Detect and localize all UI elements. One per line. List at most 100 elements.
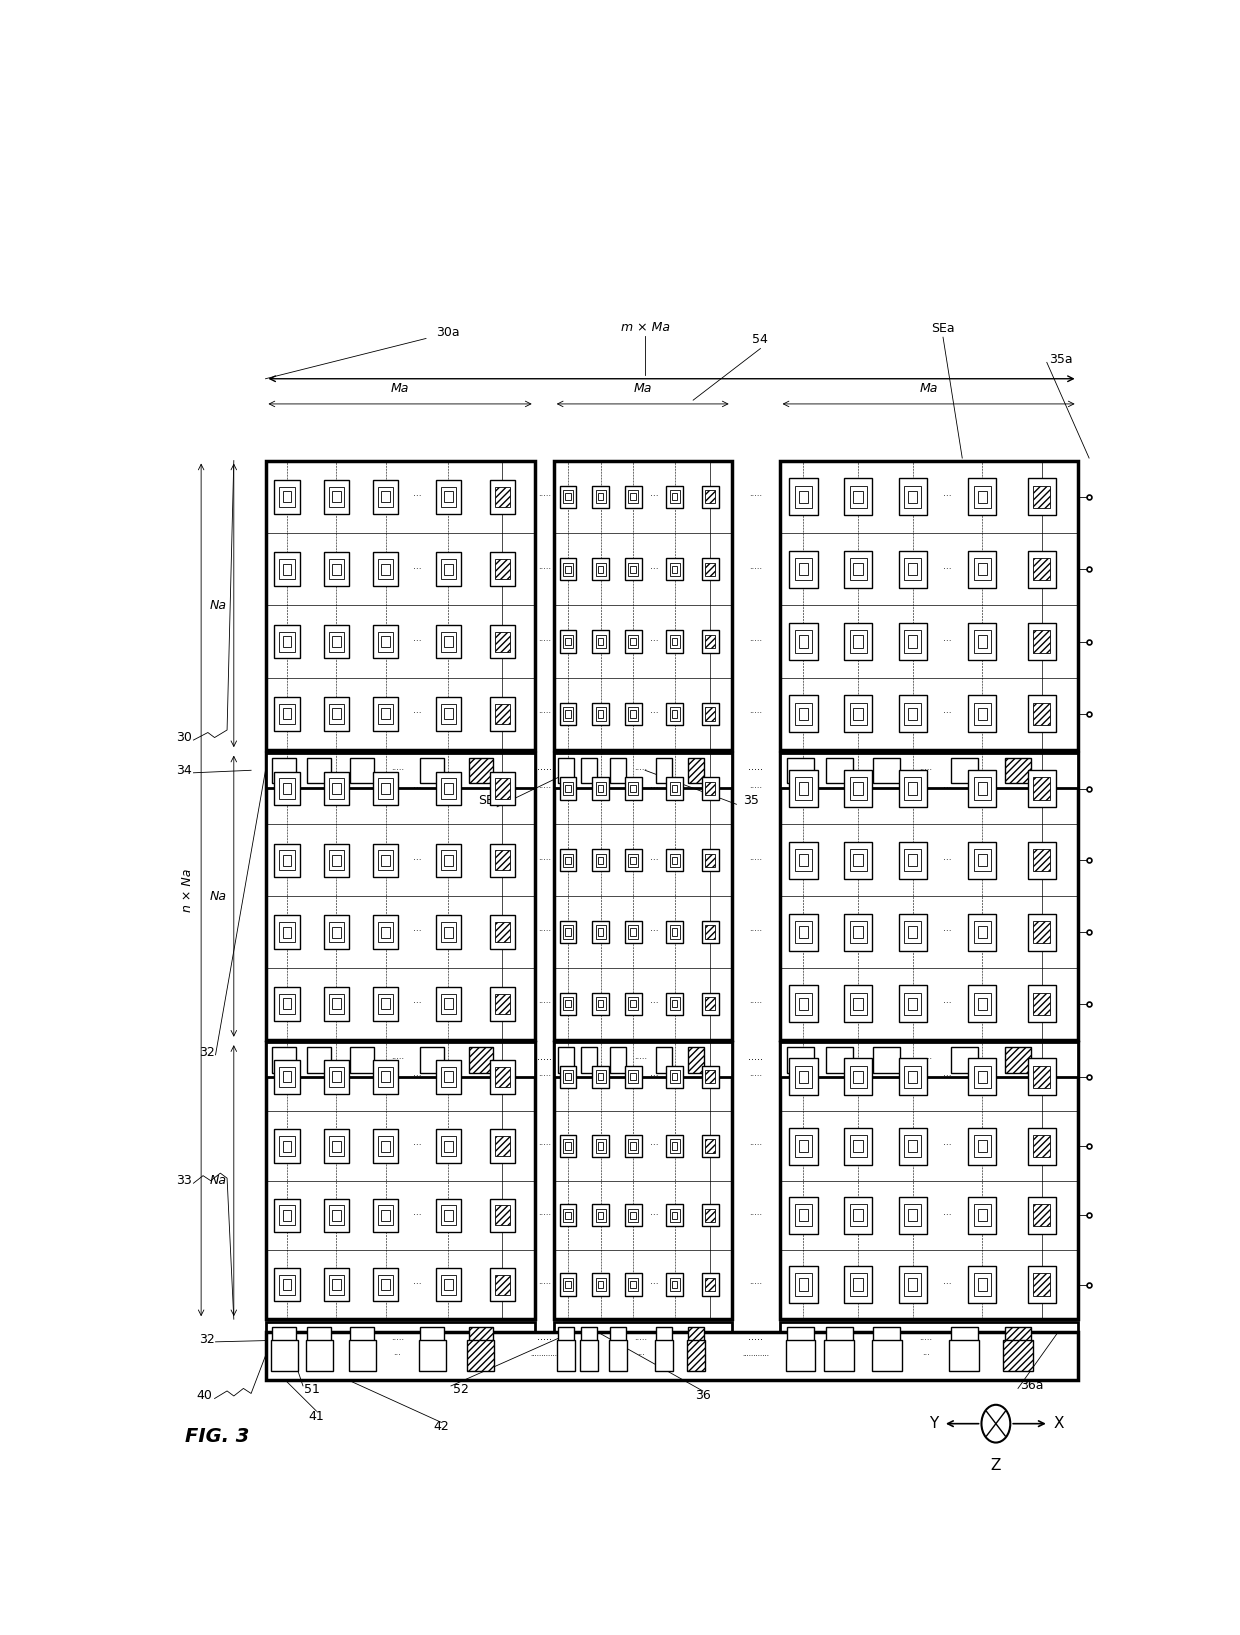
Bar [441, 778, 456, 798]
Bar [672, 566, 677, 572]
Bar [283, 490, 291, 502]
Bar [559, 849, 577, 871]
Bar [593, 849, 609, 871]
Text: 32: 32 [198, 1333, 215, 1346]
Bar [799, 490, 808, 504]
Bar [279, 631, 295, 652]
Bar [630, 1143, 636, 1149]
Bar [950, 1341, 980, 1372]
Text: ·····: ····· [538, 710, 551, 718]
Bar [559, 1135, 577, 1158]
Bar [283, 564, 291, 574]
Bar [559, 631, 577, 652]
Bar [780, 752, 1078, 788]
Bar [490, 1267, 515, 1301]
Text: 52: 52 [453, 1383, 469, 1396]
Bar [795, 703, 812, 724]
Bar [687, 1341, 704, 1372]
Bar [790, 986, 817, 1022]
Bar [441, 1205, 456, 1225]
Text: ·····: ····· [748, 1055, 763, 1064]
Bar [467, 1341, 495, 1372]
Bar [625, 778, 641, 800]
Bar [826, 1328, 853, 1354]
Bar [595, 997, 605, 1010]
Bar [490, 1059, 515, 1094]
Bar [629, 925, 639, 938]
Text: ···: ··· [650, 855, 658, 865]
Bar [554, 1041, 732, 1077]
Bar [350, 1328, 374, 1354]
Bar [904, 849, 921, 871]
Bar [1028, 1265, 1056, 1303]
Bar [629, 782, 639, 795]
Bar [444, 927, 453, 937]
Bar [563, 708, 573, 721]
Text: ·····: ····· [391, 1336, 404, 1346]
Bar [554, 461, 732, 750]
Bar [629, 1208, 639, 1221]
Bar [968, 623, 997, 661]
Bar [629, 1279, 639, 1292]
Bar [670, 997, 680, 1010]
Text: ·····: ····· [749, 1212, 763, 1220]
Bar [706, 1208, 715, 1221]
Bar [629, 708, 639, 721]
Bar [672, 857, 677, 863]
Bar [973, 703, 991, 724]
Bar [973, 558, 991, 580]
Bar [968, 914, 997, 950]
Text: ·····: ····· [538, 1212, 551, 1220]
Bar [563, 997, 573, 1010]
Bar [977, 490, 987, 504]
Text: ·····: ····· [749, 710, 763, 718]
Bar [1028, 1197, 1056, 1234]
Bar [977, 1071, 987, 1082]
Bar [273, 1328, 296, 1354]
Bar [274, 625, 300, 659]
Bar [1004, 1046, 1032, 1073]
Bar [1004, 1328, 1032, 1354]
Bar [844, 1265, 872, 1303]
Bar [629, 853, 639, 867]
Bar [656, 757, 672, 783]
Bar [826, 1046, 853, 1073]
Bar [598, 1073, 604, 1081]
Bar [373, 916, 398, 948]
Bar [977, 708, 987, 719]
Text: ···: ··· [944, 1073, 952, 1081]
Bar [279, 1136, 295, 1156]
Bar [373, 697, 398, 731]
Bar [558, 1046, 574, 1073]
Bar [554, 1041, 732, 1319]
Bar [977, 997, 987, 1010]
Bar [490, 697, 515, 731]
Bar [899, 1058, 926, 1095]
Bar [598, 785, 604, 793]
Bar [904, 703, 921, 724]
Bar [279, 994, 295, 1014]
Bar [565, 1143, 570, 1149]
Bar [382, 999, 389, 1009]
Bar [435, 481, 461, 513]
Text: ···: ··· [413, 999, 422, 1009]
Bar [274, 1198, 300, 1233]
Bar [490, 844, 515, 876]
Bar [324, 844, 350, 876]
Text: ·····: ····· [749, 999, 763, 1009]
Bar [378, 1275, 393, 1295]
Bar [799, 708, 808, 719]
Bar [329, 487, 343, 507]
Bar [274, 1130, 300, 1162]
Bar [656, 1046, 672, 1073]
Bar [332, 1141, 341, 1151]
Bar [844, 1128, 872, 1164]
Text: ···: ··· [413, 638, 422, 646]
Bar [435, 553, 461, 585]
Bar [670, 1279, 680, 1292]
Bar [308, 757, 331, 783]
Bar [610, 1328, 626, 1354]
Bar [332, 1210, 341, 1221]
Bar [706, 634, 715, 647]
Bar [630, 1001, 636, 1007]
